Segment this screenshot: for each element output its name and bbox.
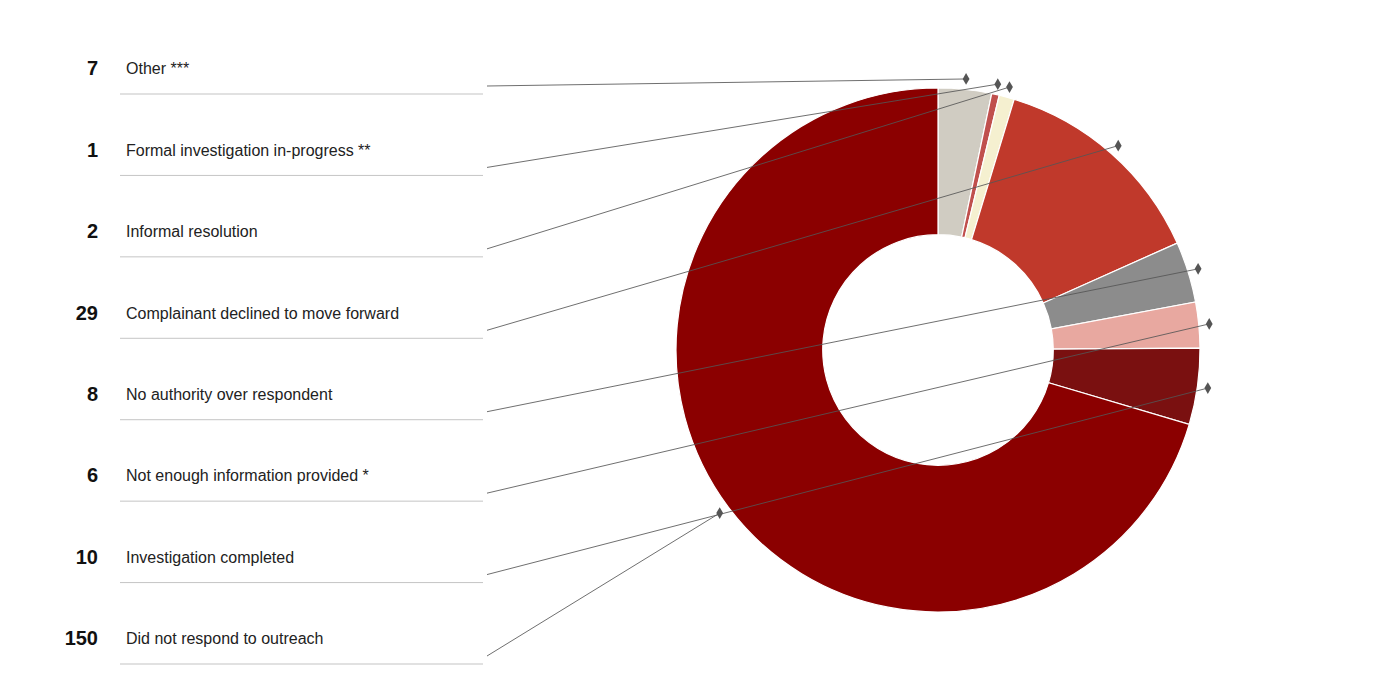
leader-marker xyxy=(716,507,723,519)
leader-line xyxy=(487,388,1208,575)
leader-line xyxy=(487,146,1118,331)
separator xyxy=(120,501,483,502)
category-label: Investigation completed xyxy=(126,549,294,566)
leader-marker xyxy=(1115,140,1122,152)
count-label: 6 xyxy=(87,464,98,486)
count-label: 10 xyxy=(76,546,98,568)
category-label: Did not respond to outreach xyxy=(126,630,323,647)
category-label: Not enough information provided * xyxy=(126,467,369,484)
leader-line xyxy=(487,87,1009,249)
category-label: Other *** xyxy=(126,60,189,77)
chart: 7 Other *** 1 Formal investigation in-progr… xyxy=(0,0,1400,700)
separator xyxy=(120,94,483,95)
leader-marker xyxy=(1195,263,1202,275)
category-label: No authority over respondent xyxy=(126,386,333,403)
leader-lines xyxy=(487,73,1213,656)
leader-line xyxy=(487,513,720,656)
separator xyxy=(120,582,483,583)
leader-marker xyxy=(1206,318,1213,330)
wedge xyxy=(1051,302,1200,349)
leader-line xyxy=(487,324,1209,493)
leader-line xyxy=(487,269,1198,412)
donut xyxy=(676,88,1200,612)
leader-marker xyxy=(963,73,970,85)
label-rows: 7 Other *** 1 Formal investigation in-progr… xyxy=(65,57,483,664)
category-label: Informal resolution xyxy=(126,223,258,240)
count-label: 29 xyxy=(76,302,98,324)
separator xyxy=(120,256,483,257)
leader-line xyxy=(487,84,998,167)
leader-marker xyxy=(994,78,1001,90)
count-label: 7 xyxy=(87,57,98,79)
count-label: 8 xyxy=(87,383,98,405)
leader-line xyxy=(487,79,966,86)
count-label: 1 xyxy=(87,139,98,161)
category-label: Formal investigation in-progress ** xyxy=(126,142,371,159)
count-label: 2 xyxy=(87,220,98,242)
separator xyxy=(120,175,483,176)
leader-marker xyxy=(1204,382,1211,394)
separator xyxy=(120,664,483,665)
separator xyxy=(120,338,483,339)
separator xyxy=(120,419,483,420)
count-label: 150 xyxy=(65,627,98,649)
leader-marker xyxy=(1006,81,1013,93)
category-label: Complainant declined to move forward xyxy=(126,305,399,322)
